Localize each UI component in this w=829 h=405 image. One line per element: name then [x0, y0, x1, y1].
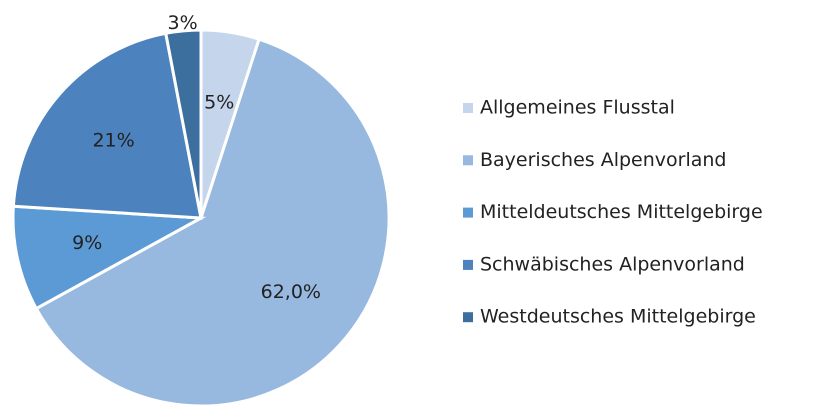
data-label: 62,0% [261, 281, 321, 303]
data-label: 5% [204, 91, 234, 113]
legend-swatch [463, 207, 473, 218]
legend-swatch [463, 155, 473, 166]
pie-slice [11, 31, 203, 220]
legend-label: Bayerisches Alpenvorland [480, 149, 727, 171]
pie-slice [34, 37, 391, 405]
data-label: 21% [92, 129, 134, 151]
pie-slice [11, 204, 207, 311]
legend-label: Mitteldeutsches Mittelgebirge [480, 201, 763, 223]
legend-swatch [463, 103, 473, 113]
legend-label: Westdeutsches Mittelgebirge [480, 306, 756, 328]
data-label: 9% [72, 232, 102, 254]
data-label: 3% [168, 12, 198, 34]
legend-swatch [463, 312, 473, 323]
pie-slice [164, 28, 203, 219]
legend-label: Schwäbisches Alpenvorland [480, 253, 745, 275]
legend-swatch [463, 259, 473, 270]
legend-label: Allgemeines Flusstal [480, 97, 675, 119]
